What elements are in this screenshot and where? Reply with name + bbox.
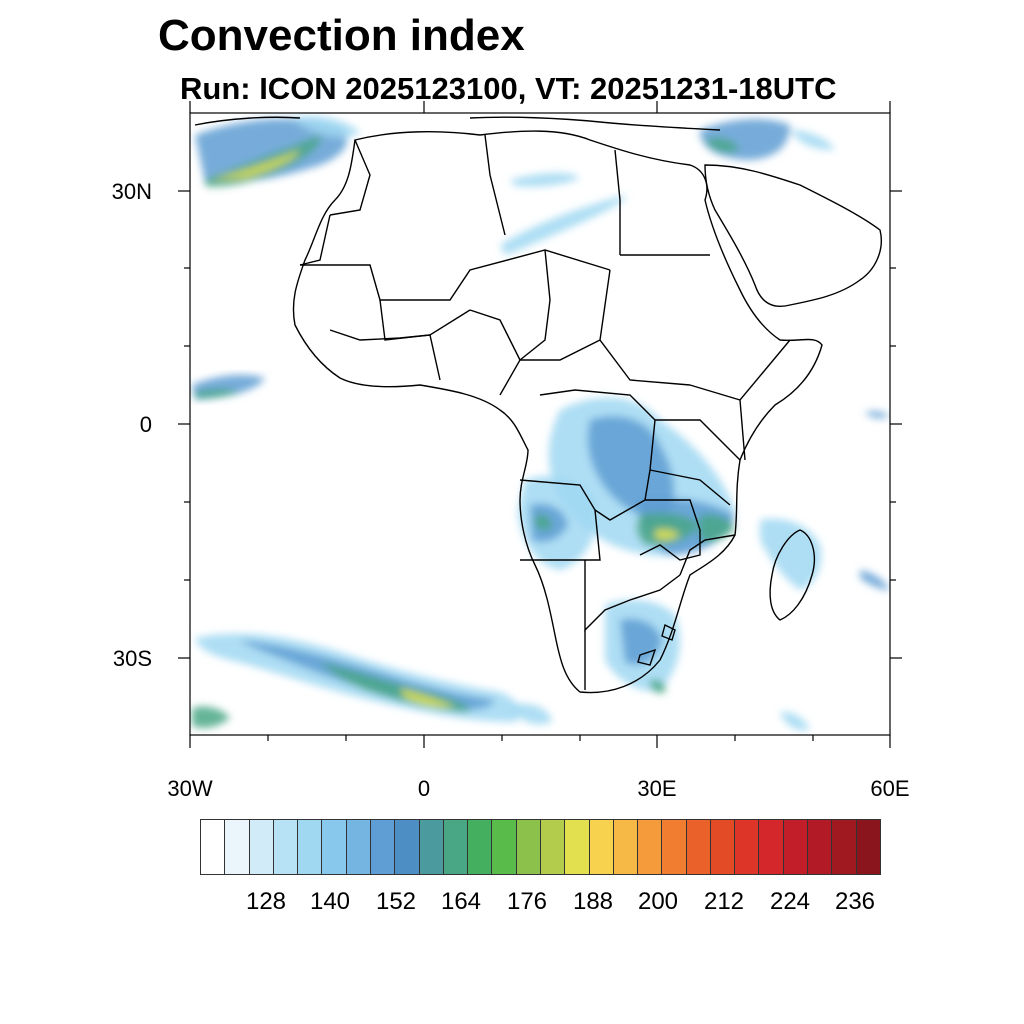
colorbar-swatch [468, 820, 493, 874]
colorbar-label: 236 [834, 888, 876, 915]
colorbar-swatch [735, 820, 760, 874]
border-morocco-algeria [329, 139, 371, 216]
colorbar-label: 140 [309, 888, 351, 915]
colorbar-swatch [443, 820, 469, 874]
colorbar-swatch [346, 820, 371, 874]
colorbar-label: 128 [245, 888, 287, 915]
africa-coastline [292, 130, 823, 694]
border-sudan [599, 269, 691, 386]
convection-field [192, 115, 890, 731]
border-east-africa [649, 419, 741, 506]
colorbar-swatch [395, 820, 420, 874]
border-car [520, 339, 601, 361]
border-sahel [300, 249, 611, 301]
colorbar-swatch [225, 820, 250, 874]
colorbar-swatch [613, 820, 639, 874]
madagascar-coastline [769, 529, 816, 621]
border-tanzania-zambia [639, 499, 701, 561]
mediterranean-north [194, 116, 721, 131]
lat-label-30n: 30N [111, 179, 152, 204]
colorbar [200, 819, 881, 875]
axis-ticks [178, 101, 902, 748]
convection-patch-southern-africa [605, 599, 680, 694]
border-nigeria [429, 309, 521, 396]
border-south-africa [584, 623, 676, 690]
border-angola [520, 509, 601, 561]
colorbar-swatch [370, 820, 396, 874]
lat-label-30s: 30S [112, 646, 152, 671]
colorbar-swatch [565, 820, 590, 874]
lon-label-30w: 30W [167, 776, 213, 801]
colorbar-swatch [638, 820, 663, 874]
colorbar-swatch [419, 820, 444, 874]
border-mozambique [679, 534, 736, 576]
convection-patch-equatorial-atlantic [192, 374, 265, 400]
colorbar-swatch [686, 820, 711, 874]
lat-label-0: 0 [139, 412, 152, 437]
convection-patch-northwest-atlantic [195, 115, 360, 187]
convection-patch-eastern-mediterranean [700, 118, 835, 160]
colorbar-label: 212 [703, 888, 745, 915]
colorbar-swatch [662, 820, 687, 874]
convection-patch-south-atlantic-band [192, 633, 810, 731]
colorbar-swatch [322, 820, 347, 874]
colorbar-swatch [589, 820, 614, 874]
colorbar-swatch [856, 820, 880, 874]
colorbar-swatch [516, 820, 541, 874]
colorbar-label: 176 [506, 888, 548, 915]
chart-subtitle: Run: ICON 2025123100, VT: 20251231-18UTC [180, 71, 837, 106]
colorbar-swatch [808, 820, 833, 874]
colorbar-swatch [492, 820, 517, 874]
border-algeria-libya [484, 134, 506, 236]
colorbar-swatch [249, 820, 274, 874]
colorbar-swatch [759, 820, 784, 874]
colorbar-label: 164 [440, 888, 482, 915]
colorbar-swatch [201, 820, 226, 874]
colorbar-label: 188 [572, 888, 614, 915]
colorbar-label: 224 [769, 888, 811, 915]
border-drc [519, 389, 656, 521]
arabian-coastline [704, 164, 882, 307]
colorbar-label: 152 [375, 888, 417, 915]
coastlines-and-borders [194, 116, 882, 694]
border-mali-niger [379, 299, 471, 341]
chart-title: Convection index [158, 11, 525, 60]
colorbar-swatch [540, 820, 566, 874]
convection-patch-mozambique-channel [760, 411, 890, 590]
colorbar-swatch [298, 820, 323, 874]
colorbar-label: 200 [637, 888, 679, 915]
border-libya-egypt [614, 149, 621, 255]
colorbar-swatch [783, 820, 809, 874]
border-chad [519, 249, 551, 361]
lon-label-30e: 30E [637, 776, 677, 801]
border-west-coast [299, 214, 431, 341]
colorbar-swatch [273, 820, 299, 874]
border-ethiopia-somalia [689, 339, 791, 461]
lon-label-60e: 60E [870, 776, 910, 801]
convection-patch-angola [518, 476, 597, 570]
border-namibia-botswana [584, 560, 681, 632]
colorbar-swatch [832, 820, 857, 874]
colorbar-swatch [710, 820, 736, 874]
lon-label-0: 0 [417, 776, 431, 801]
convection-patch-sahara-band [500, 172, 626, 255]
